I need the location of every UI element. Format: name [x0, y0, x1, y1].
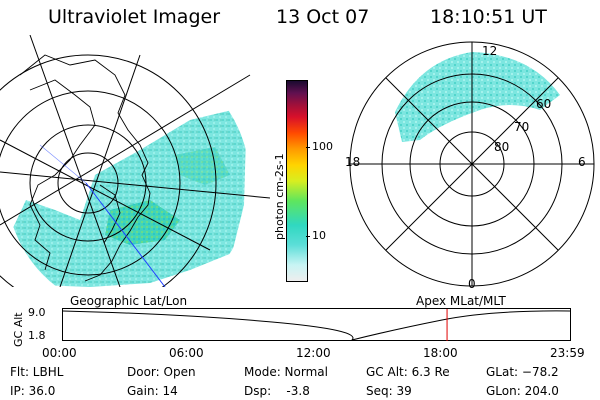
- observation-time: 18:10:51 UT: [430, 6, 547, 28]
- time-tick-0000: 00:00: [42, 346, 77, 360]
- mlt-label-0: 0: [468, 277, 476, 291]
- mlt-label-18: 18: [345, 155, 361, 169]
- colorbar: [286, 80, 308, 282]
- status-glon: GLon: 204.0: [486, 384, 559, 398]
- altitude-tick-high: 9.0: [28, 306, 46, 319]
- altitude-curve: [62, 310, 571, 341]
- mlt-panel-label: Apex MLat/MLT: [416, 294, 506, 308]
- aurora-emission-region: [12, 110, 246, 287]
- colorbar-tick-100: 100: [312, 140, 333, 153]
- altitude-plot: [62, 308, 571, 341]
- time-tick-0600: 06:00: [169, 346, 204, 360]
- mlat-label-80: 80: [494, 140, 510, 154]
- auroral-oval-region: [395, 52, 560, 142]
- mlat-label-70: 70: [514, 120, 530, 134]
- time-tick-2359: 23:59: [550, 346, 585, 360]
- mlat-label-60: 60: [536, 97, 552, 111]
- mlt-label-6: 6: [578, 155, 586, 169]
- colorbar-unit-label: photon cm-2s-1: [273, 153, 286, 240]
- satellite-track-line: [85, 182, 166, 287]
- status-filter: Flt: LBHL: [10, 365, 64, 379]
- time-tick-1200: 12:00: [296, 346, 331, 360]
- colorbar-tick-10: 10: [312, 229, 326, 242]
- status-door: Door: Open: [127, 365, 196, 379]
- altitude-tick-low: 1.8: [28, 329, 46, 342]
- status-seq: Seq: 39: [366, 384, 412, 398]
- status-gain: Gain: 14: [127, 384, 178, 398]
- time-tick-1800: 18:00: [423, 346, 458, 360]
- mlt-label-12: 12: [482, 44, 498, 58]
- magnetic-polar-panel: [349, 41, 595, 287]
- geographic-image-panel: [0, 35, 270, 287]
- instrument-title: Ultraviolet Imager: [48, 6, 221, 28]
- altitude-axis-label: GC Alt: [12, 312, 25, 347]
- status-gc-alt: GC Alt: 6.3 Re: [366, 365, 450, 379]
- status-glat: GLat: −78.2: [486, 365, 559, 379]
- status-dsp: Dsp: -3.8: [244, 384, 310, 398]
- coastline: [19, 54, 151, 282]
- status-ip: IP: 36.0: [10, 384, 56, 398]
- geographic-panel-label: Geographic Lat/Lon: [70, 294, 188, 308]
- observation-date: 13 Oct 07: [276, 6, 370, 28]
- status-mode: Mode: Normal: [244, 365, 328, 379]
